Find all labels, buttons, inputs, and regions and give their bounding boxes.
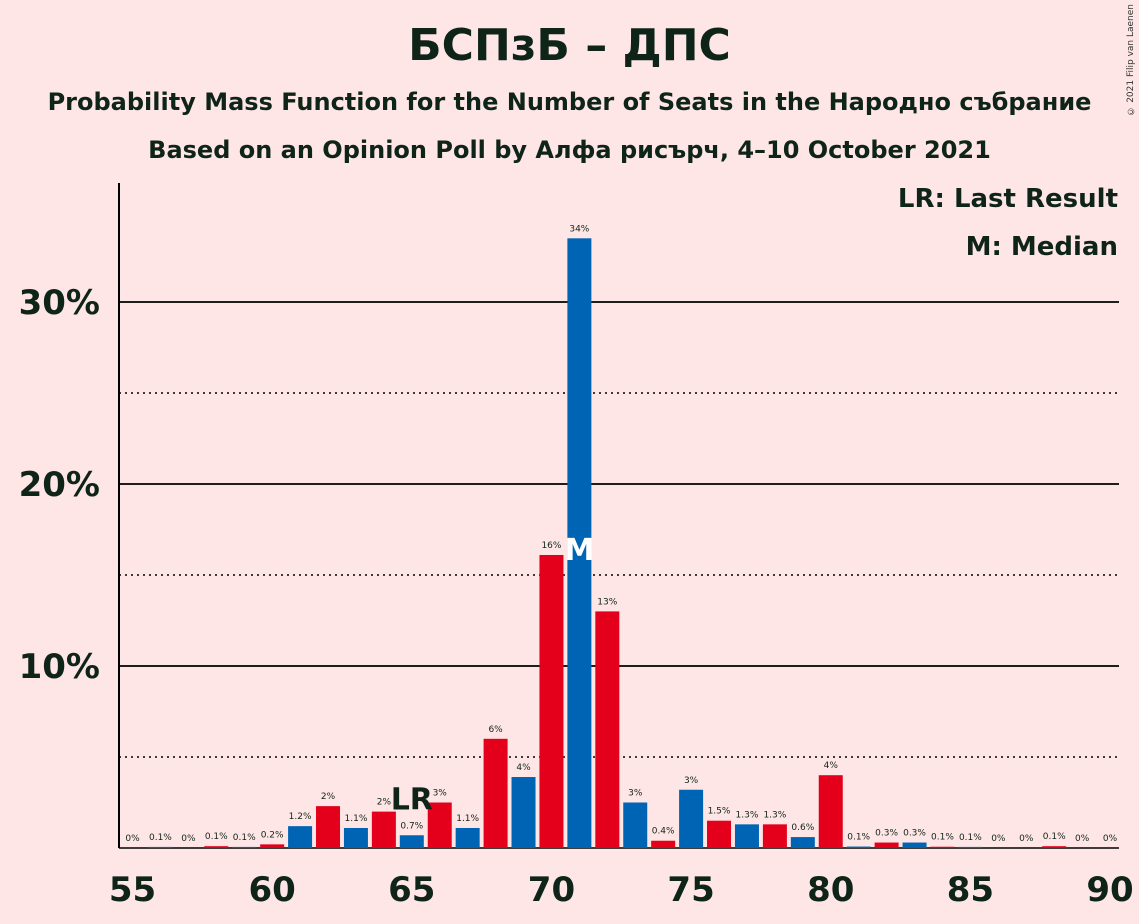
bar-seat-66 <box>427 802 452 848</box>
bar-seat-85 <box>958 846 983 848</box>
bar-seat-77 <box>734 824 759 848</box>
bar-value-label: 0.6% <box>791 823 814 833</box>
y-tick-label: 20% <box>19 465 100 505</box>
bar-seat-88 <box>1042 846 1067 848</box>
bar-seat-63 <box>343 827 368 848</box>
bar-value-label: 0% <box>991 834 1006 844</box>
bar-seat-81 <box>846 846 871 848</box>
x-tick-label: 80 <box>807 870 854 910</box>
bar-seat-61 <box>288 826 313 848</box>
bar-seat-79 <box>790 837 815 848</box>
bar-seat-62 <box>316 806 341 848</box>
x-tick-label: 60 <box>248 870 295 910</box>
bar-value-label: 2% <box>377 798 392 808</box>
bar-seat-56 <box>148 846 173 848</box>
chart-title: БСПзБ – ДПС <box>408 20 731 71</box>
bar-value-label: 1.5% <box>708 807 731 817</box>
bar-value-label: 0.7% <box>400 821 423 831</box>
bar-value-label: 0% <box>1103 834 1118 844</box>
bar-seat-74 <box>651 840 676 848</box>
chart-subtitle: Probability Mass Function for the Number… <box>47 88 1092 116</box>
bar-value-label: 0.1% <box>149 833 172 843</box>
bar-seat-82 <box>874 842 899 848</box>
bar-value-label: 16% <box>541 541 561 551</box>
x-tick-label: 70 <box>528 870 575 910</box>
bar-value-label: 3% <box>628 789 643 799</box>
bar-seat-70 <box>539 554 564 848</box>
bar-value-label: 0.1% <box>233 833 256 843</box>
bar-value-label: 0% <box>1075 834 1090 844</box>
bar-value-label: 4% <box>824 761 839 771</box>
bar-value-label: 0.1% <box>205 832 228 842</box>
bar-value-label: 1.1% <box>345 814 368 824</box>
y-tick-label: 30% <box>19 283 100 323</box>
legend-median: M: Median <box>965 232 1118 262</box>
bar-value-label: 1.3% <box>763 810 786 820</box>
bar-value-label: 0% <box>181 834 196 844</box>
legend-last-result: LR: Last Result <box>897 184 1118 214</box>
bar-value-label: 0% <box>125 834 140 844</box>
bar-seat-75 <box>679 789 704 848</box>
bar-value-label: 0.2% <box>261 830 284 840</box>
bar-value-label: 0.3% <box>903 829 926 839</box>
x-tick-label: 75 <box>667 870 714 910</box>
bar-seat-71 <box>567 238 592 849</box>
bar-seat-60 <box>260 844 285 848</box>
bar-value-label: 0.1% <box>1043 832 1066 842</box>
bar-seat-68 <box>483 738 508 848</box>
x-tick-label: 55 <box>109 870 156 910</box>
x-tick-label: 90 <box>1086 870 1133 910</box>
bar-value-label: 3% <box>684 776 699 786</box>
bar-seat-65 <box>399 835 424 848</box>
bar-value-label: 34% <box>569 224 589 234</box>
bar-value-label: 0.4% <box>652 827 675 837</box>
bar-seat-73 <box>623 802 648 848</box>
bar-seat-58 <box>204 846 229 848</box>
bar-value-label: 1.3% <box>736 810 759 820</box>
median-marker: M <box>564 533 594 568</box>
chart-subtitle-source: Based on an Opinion Poll by Алфа рисърч,… <box>148 136 991 164</box>
bar-value-label: 2% <box>321 792 336 802</box>
bar-value-label: 0.1% <box>931 833 954 843</box>
bar-value-label: 13% <box>597 597 617 607</box>
bar-value-label: 1.1% <box>456 814 479 824</box>
bar-value-label: 1.2% <box>289 812 312 822</box>
bar-seat-69 <box>511 777 536 848</box>
bar-seat-64 <box>371 811 396 848</box>
bar-seat-83 <box>902 842 927 848</box>
bar-seat-80 <box>818 775 843 848</box>
bar-seat-84 <box>930 846 955 848</box>
bar-seat-59 <box>232 846 257 848</box>
bar-seat-76 <box>707 820 732 848</box>
last-result-marker: LR <box>391 782 433 817</box>
bar-value-label: 3% <box>433 789 448 799</box>
bar-seat-78 <box>762 824 787 848</box>
bar-seat-72 <box>595 611 620 848</box>
x-tick-label: 65 <box>388 870 435 910</box>
x-tick-label: 85 <box>947 870 994 910</box>
bar-value-label: 0% <box>1019 834 1034 844</box>
y-tick-label: 10% <box>19 647 100 687</box>
bar-value-label: 0.3% <box>875 829 898 839</box>
bar-value-label: 0.1% <box>847 833 870 843</box>
bar-seat-67 <box>455 827 480 848</box>
bar-value-label: 6% <box>488 725 503 735</box>
bar-value-label: 4% <box>516 763 531 773</box>
bar-value-label: 0.1% <box>959 833 982 843</box>
